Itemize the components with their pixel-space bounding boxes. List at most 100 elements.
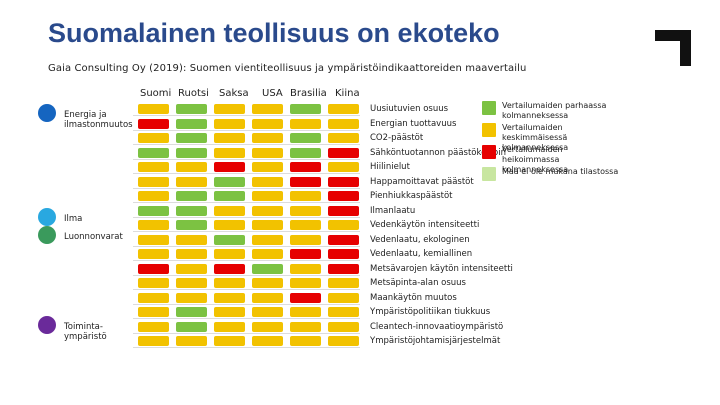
status-cell — [290, 220, 321, 230]
column-header-usa: USA — [262, 88, 283, 99]
row-divider — [133, 318, 360, 319]
indicator-label: Metsäpinta-alan osuus — [370, 278, 466, 288]
indicator-label: Ilmanlaatu — [370, 205, 416, 216]
source-subtitle: Gaia Consulting Oy (2019): Suomen vienti… — [48, 63, 527, 74]
status-cell — [138, 147, 169, 158]
status-cell — [214, 118, 245, 129]
status-cell — [252, 162, 283, 172]
row-divider — [133, 347, 360, 348]
indicator-label: Pienhiukkaspäästöt — [370, 191, 453, 201]
status-cell — [252, 307, 283, 317]
status-cell — [252, 220, 283, 230]
status-cell — [214, 191, 245, 201]
status-cell — [138, 336, 169, 346]
status-cell — [252, 205, 283, 216]
indicator-label: Maankäytön muutos — [370, 292, 457, 303]
status-cell — [252, 263, 283, 274]
status-cell — [328, 118, 359, 129]
status-cell — [328, 162, 359, 172]
status-cell — [176, 133, 207, 143]
indicator-label: CO2-päästöt — [370, 133, 424, 143]
status-cell — [176, 205, 207, 216]
legend-swatch — [482, 167, 496, 181]
category-label: Energia ja ilmastonmuutos — [64, 110, 133, 130]
status-cell — [290, 263, 321, 274]
category-dot — [38, 316, 56, 334]
indicator-label: Metsävarojen käytön intensiteetti — [370, 263, 513, 274]
column-header-brasilia: Brasilia — [290, 88, 327, 99]
indicator-label: Happamoittavat päästöt — [370, 176, 474, 187]
status-cell — [214, 133, 245, 143]
row-divider — [133, 332, 360, 334]
status-cell — [328, 249, 359, 259]
category-label: Toiminta-ympäristö — [64, 322, 107, 342]
status-cell — [252, 278, 283, 288]
status-cell — [214, 249, 245, 259]
status-cell — [138, 278, 169, 288]
status-cell — [328, 307, 359, 317]
status-cell — [138, 176, 169, 187]
status-cell — [328, 292, 359, 303]
status-cell — [290, 162, 321, 172]
status-cell — [252, 133, 283, 143]
status-cell — [328, 234, 359, 245]
status-cell — [214, 176, 245, 187]
indicator-label: Vedenlaatu, ekologinen — [370, 234, 470, 245]
legend-label: Maa ei ole mukana tilastossa — [502, 167, 619, 176]
status-cell — [252, 176, 283, 187]
status-cell — [290, 133, 321, 143]
row-divider — [133, 245, 360, 247]
status-cell — [252, 118, 283, 129]
indicator-label: Uusiutuvien osuus — [370, 104, 449, 114]
status-cell — [138, 162, 169, 172]
status-cell — [176, 147, 207, 158]
status-cell — [138, 191, 169, 201]
status-cell — [138, 249, 169, 259]
category-dot — [38, 208, 56, 226]
indicator-label: Energian tuottavuus — [370, 118, 457, 129]
status-cell — [252, 147, 283, 158]
status-cell — [176, 292, 207, 303]
status-cell — [252, 234, 283, 245]
status-cell — [176, 336, 207, 346]
status-cell — [328, 336, 359, 346]
row-divider — [133, 173, 360, 174]
status-cell — [214, 321, 245, 332]
indicator-label: Vedenkäytön intensiteetti — [370, 220, 480, 230]
legend-label: Vertailumaiden parhaassa kolmanneksessa — [502, 101, 607, 120]
legend-swatch — [482, 101, 496, 115]
logo-bar-vertical — [680, 30, 691, 66]
status-cell — [290, 292, 321, 303]
row-divider — [133, 231, 360, 232]
row-divider — [133, 187, 360, 189]
status-cell — [252, 292, 283, 303]
row-divider — [133, 144, 360, 145]
status-cell — [290, 205, 321, 216]
status-cell — [138, 133, 169, 143]
page-title: Suomalainen teollisuus on ekoteko — [48, 18, 500, 48]
row-divider — [133, 260, 360, 261]
indicator-label: Hiilinielut — [370, 162, 410, 172]
indicator-label: Sähköntuotannon päästökerroin — [370, 147, 506, 158]
legend-swatch — [482, 123, 496, 137]
category-label: Luonnonvarat — [64, 232, 123, 242]
status-cell — [328, 133, 359, 143]
status-cell — [214, 147, 245, 158]
status-cell — [214, 292, 245, 303]
status-cell — [290, 336, 321, 346]
status-cell — [214, 307, 245, 317]
row-divider — [133, 274, 360, 276]
status-cell — [176, 278, 207, 288]
status-cell — [290, 104, 321, 114]
column-header-suomi: Suomi — [140, 88, 172, 99]
status-cell — [328, 220, 359, 230]
status-cell — [138, 292, 169, 303]
status-cell — [290, 176, 321, 187]
status-cell — [176, 307, 207, 317]
status-cell — [252, 336, 283, 346]
status-cell — [176, 321, 207, 332]
corner-logo — [655, 30, 691, 66]
status-cell — [176, 162, 207, 172]
status-cell — [328, 191, 359, 201]
logo-bar-horizontal — [655, 30, 691, 41]
